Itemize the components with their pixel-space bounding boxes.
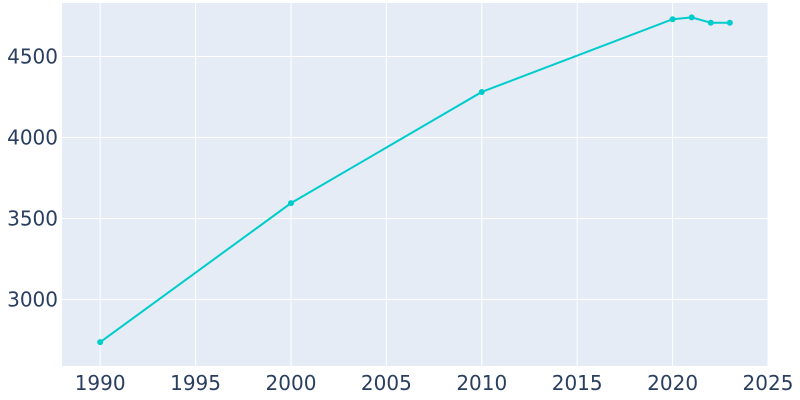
x-tick-label: 1995	[170, 371, 221, 395]
x-tick-label: 1990	[75, 371, 126, 395]
x-tick-label: 2020	[647, 371, 698, 395]
plot-area-background	[62, 3, 768, 366]
data-point	[726, 19, 733, 26]
y-tick-label: 4000	[7, 126, 58, 150]
x-tick-labels: 1990 1995 2000 2005 2010 2015 2020 2025	[75, 371, 794, 395]
data-point	[97, 339, 104, 346]
x-gridlines	[99, 3, 769, 366]
y-tick-labels: 3000 3500 4000 4500	[7, 44, 58, 311]
y-tick-label: 3500	[7, 207, 58, 231]
data-point	[707, 19, 714, 26]
data-point	[478, 88, 485, 95]
y-tick-label: 4500	[7, 44, 58, 68]
x-tick-label: 2015	[552, 371, 603, 395]
data-point	[287, 200, 294, 207]
x-tick-label: 2000	[266, 371, 317, 395]
data-point	[688, 14, 695, 21]
y-gridlines	[62, 55, 768, 301]
x-tick-label: 2005	[361, 371, 412, 395]
y-tick-label: 3000	[7, 288, 58, 312]
series-points	[97, 14, 733, 346]
x-tick-label: 2010	[456, 371, 507, 395]
data-point	[669, 16, 676, 23]
x-tick-label: 2025	[743, 371, 794, 395]
